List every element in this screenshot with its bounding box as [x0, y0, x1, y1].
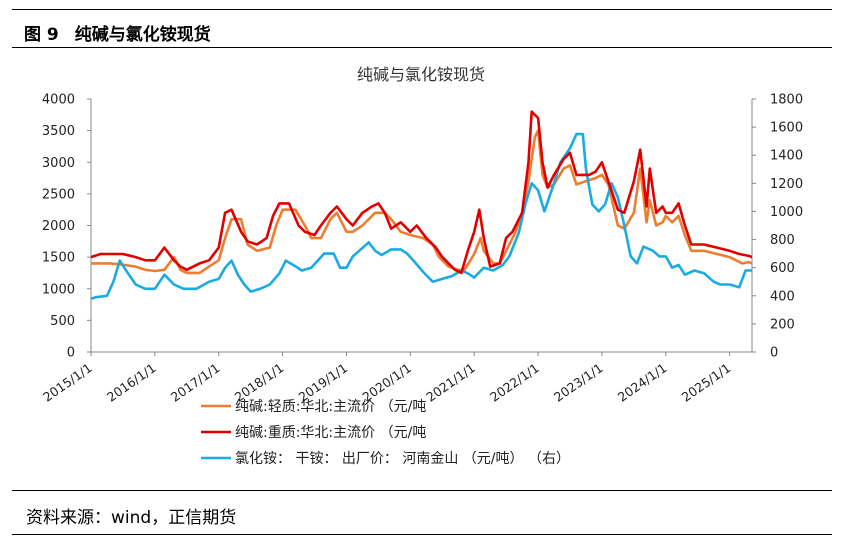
y-right-tick-label: 0 [770, 346, 778, 361]
y-right-tick-label: 800 [770, 233, 795, 248]
series-line-1 [90, 110, 753, 275]
x-tick-label: 2016/1/1 [104, 360, 159, 404]
y-left-tick-label: 3000 [42, 156, 75, 171]
y-right-tick-label: 1800 [770, 93, 803, 108]
x-tick-label: 2023/1/1 [551, 360, 606, 404]
y-left-tick-label: 3500 [42, 124, 75, 139]
x-tick-label: 2021/1/1 [423, 360, 478, 404]
source-note: 资料来源：wind，正信期货 [26, 508, 237, 528]
chart-title: 纯碱与氯化铵现货 [357, 65, 485, 84]
footer-rule [12, 534, 832, 535]
x-tick-label: 2024/1/1 [615, 360, 670, 404]
x-tick-label: 2022/1/1 [487, 360, 542, 404]
y-left-tick-label: 2000 [42, 219, 75, 234]
y-right-tick-label: 600 [770, 261, 795, 276]
x-tick-label: 2017/1/1 [168, 360, 223, 404]
title-rule [12, 47, 832, 48]
y-right-tick-label: 200 [770, 317, 795, 332]
figure-number: 图 9 [24, 25, 59, 45]
x-tick-label: 2025/1/1 [679, 360, 734, 404]
y-right-tick-label: 1200 [770, 177, 803, 192]
y-right-tick-label: 400 [770, 289, 795, 304]
axes-group: 0 500 1000 1500 2000 2500 3000 3500 4000 0 200 400 6… [40, 93, 803, 405]
series-line-2 [90, 132, 752, 300]
y-left-tick-label: 500 [50, 314, 75, 329]
y-left-tick-label: 4000 [42, 93, 75, 108]
y-left-tick-label: 1000 [42, 282, 75, 297]
top-rule [12, 9, 832, 10]
y-left-tick-label: 0 [67, 346, 75, 361]
figure-title: 图 9 纯碱与氯化铵现货 [24, 20, 211, 45]
legend-label-1: 纯碱:重质:华北:主流价 （元/吨 [235, 425, 426, 441]
y-left-tick-label: 2500 [42, 187, 75, 202]
series-lines [90, 110, 753, 300]
x-tick-label: 2015/1/1 [40, 360, 95, 404]
x-tick-label: 2020/1/1 [359, 360, 414, 404]
figure-title-text: 纯碱与氯化铵现货 [74, 25, 211, 45]
legend-label-0: 纯碱:轻质:华北:主流价 （元/吨 [235, 399, 426, 415]
x-tick-label: 2019/1/1 [296, 360, 351, 404]
legend-label-2: 氯化铵： 干铵： 出厂价： 河南金山 （元/吨） （右） [235, 451, 570, 467]
y-right-tick-label: 1000 [770, 205, 803, 220]
bottom-rule [12, 490, 832, 491]
y-left-tick-label: 1500 [42, 251, 75, 266]
y-right-tick-label: 1600 [770, 121, 803, 136]
x-tick-label: 2018/1/1 [232, 360, 287, 404]
y-right-tick-label: 1400 [770, 149, 803, 164]
